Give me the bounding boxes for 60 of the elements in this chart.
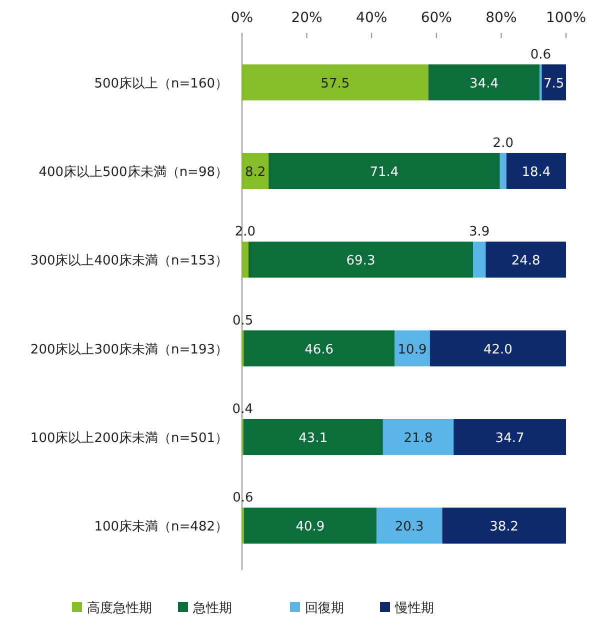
y-tick-label: 500床以上（n=160） [94,76,228,92]
bar [242,64,428,100]
data-label: 34.4 [470,76,499,92]
y-tick-label: 200床以上300床未満（n=193） [30,342,228,358]
x-tick-label: 60% [420,10,452,26]
bar [244,508,376,544]
bar [506,153,566,189]
x-tick-label: 40% [356,10,388,26]
data-label: 7.5 [544,76,564,92]
x-tick-label: 80% [486,10,517,26]
data-label: 0.6 [530,47,552,62]
data-label: 0.4 [232,402,253,417]
legend-label: 回復期 [305,601,344,616]
bar [430,330,566,366]
y-tick-label: 100床未満（n=482） [94,520,228,535]
data-label: 2.0 [492,136,514,151]
data-label: 71.4 [370,165,399,180]
data-label: 69.3 [346,254,376,269]
x-tick-label: 0% [230,10,254,26]
bar [500,153,506,189]
bar [268,153,500,189]
data-label: 34.7 [495,431,524,446]
y-tick-label: 100床以上200床未満（n=501） [30,431,228,446]
data-label: 24.8 [511,254,540,269]
bar [454,419,566,455]
data-label: 43.1 [298,431,328,446]
data-label: 0.6 [232,490,254,506]
bar [243,419,383,455]
data-label: 57.5 [320,76,350,92]
bar [242,242,248,278]
data-label: 10.9 [398,342,427,358]
bar [376,508,442,544]
data-label: 2.0 [234,224,256,240]
y-tick-label: 400床以上500床未満（n=98） [38,165,228,180]
bar [394,330,430,366]
bar [486,242,566,278]
bar [244,330,395,366]
legend-label: 慢性期 [394,601,434,616]
legend-label: 急性期 [192,601,232,616]
y-tick-label: 300床以上400床未満（n=153） [30,254,228,269]
bar [542,64,566,100]
data-label: 21.8 [404,431,433,446]
data-label: 40.9 [296,520,325,535]
data-label: 18.4 [522,165,551,180]
data-label: 46.6 [304,342,334,358]
bar [382,419,454,455]
data-label: 3.9 [468,224,490,240]
data-label: 42.0 [483,342,512,358]
bar [428,64,540,100]
data-label: 0.5 [232,313,254,328]
bar [248,242,474,278]
data-label: 38.2 [490,520,519,535]
legend-label: 高度急性期 [87,600,152,616]
data-label: 20.3 [394,520,424,535]
bar [473,242,486,278]
bar [242,153,269,189]
x-tick-label: 100% [546,10,586,26]
bar [442,508,566,544]
data-label: 8.2 [244,165,266,180]
x-tick-label: 20% [291,10,322,26]
